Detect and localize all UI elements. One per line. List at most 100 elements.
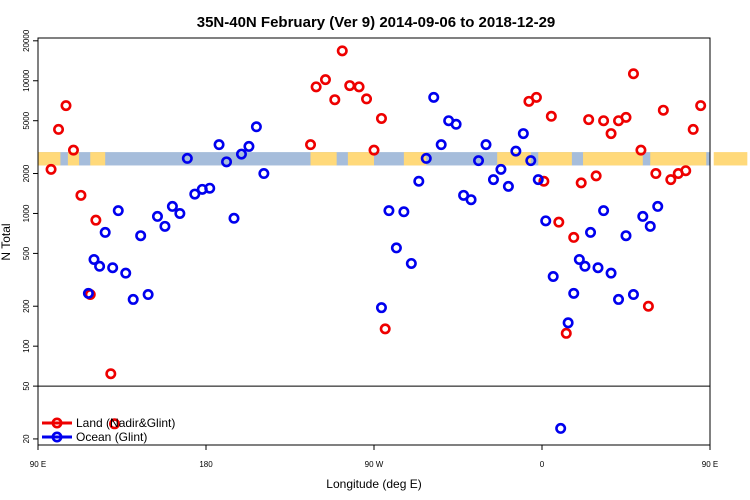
x-axis: 90 E 180 90 W 0 90 E — [30, 445, 718, 469]
land-point — [680, 165, 692, 177]
land-point — [568, 231, 580, 243]
legend-label-land: Land (Nadir&Glint) — [76, 416, 175, 430]
land-point — [329, 94, 341, 106]
band-land-segment — [403, 152, 427, 166]
land-point — [545, 110, 557, 122]
y-axis: 20 50 100 200 500 1000 2000 5000 10000 20000 — [22, 29, 38, 443]
ocean-point — [579, 260, 591, 272]
ocean-point — [189, 188, 201, 200]
y-axis-label: N Total — [0, 223, 13, 260]
ocean-point — [644, 220, 656, 232]
ocean-point — [562, 317, 574, 329]
ocean-point — [88, 253, 100, 265]
land-point — [605, 128, 617, 140]
y-tick-label: 2000 — [22, 164, 31, 182]
y-tick-label: 10000 — [22, 69, 31, 92]
land-point — [319, 74, 331, 86]
ocean-point — [450, 118, 462, 130]
ocean-point — [652, 200, 664, 212]
ocean-point — [573, 253, 585, 265]
ocean-point — [235, 148, 247, 160]
land-point — [635, 144, 647, 156]
ocean-point — [435, 139, 447, 151]
land-point — [310, 81, 322, 93]
land-point — [530, 91, 542, 103]
ocean-point — [605, 267, 617, 279]
ocean-point — [258, 168, 270, 180]
ocean-point — [532, 174, 544, 186]
ocean-point — [390, 242, 402, 254]
ocean-point — [383, 205, 395, 217]
legend: Land (Nadir&Glint) Ocean (Glint) — [42, 416, 175, 444]
y-tick-label: 50 — [22, 381, 31, 390]
land-point — [75, 189, 87, 201]
ocean-point — [213, 139, 225, 151]
ocean-point — [540, 215, 552, 227]
ocean-point — [473, 155, 485, 167]
ocean-point — [112, 205, 124, 217]
ocean-point — [135, 230, 147, 242]
land-point — [353, 81, 365, 93]
ocean-point — [181, 152, 193, 164]
chart-title: 35N-40N February (Ver 9) 2014-09-06 to 2… — [197, 14, 556, 31]
ocean-point — [174, 207, 186, 219]
x-axis-label: Longitude (deg E) — [326, 477, 421, 491]
land-point — [109, 418, 121, 430]
ocean-point — [568, 287, 580, 299]
y-tick-label: 200 — [22, 299, 31, 313]
legend-item-ocean: Ocean (Glint) — [42, 430, 147, 444]
land-point — [67, 144, 79, 156]
ocean-point — [228, 212, 240, 224]
legend-label-ocean: Ocean (Glint) — [76, 430, 147, 444]
ocean-point — [94, 260, 106, 272]
x-tick-label: 180 — [199, 460, 213, 469]
ocean-point — [428, 91, 440, 103]
land-point — [60, 100, 72, 112]
ocean-point — [250, 121, 262, 133]
ocean-point — [598, 205, 610, 217]
legend-item-land: Land (Nadir&Glint) — [42, 416, 175, 430]
y-tick-label: 20000 — [22, 29, 31, 52]
ocean-point — [151, 210, 163, 222]
band-land-segment — [38, 152, 61, 166]
ocean-point — [405, 257, 417, 269]
ocean-point — [592, 262, 604, 274]
band-land-segment — [538, 152, 572, 166]
ocean-point — [620, 230, 632, 242]
ocean-point — [555, 422, 567, 434]
y-tick-label: 5000 — [22, 111, 31, 129]
band-land-segment — [347, 152, 374, 166]
ocean-point — [204, 182, 216, 194]
land-point — [695, 100, 707, 112]
ocean-point — [495, 163, 507, 175]
ocean-point — [243, 140, 255, 152]
plot-frame — [37, 37, 711, 446]
ocean-point — [375, 302, 387, 314]
ocean-point — [159, 220, 171, 232]
land-point — [368, 144, 380, 156]
y-tick-label: 500 — [22, 246, 31, 260]
land-point — [553, 216, 565, 228]
land-point — [650, 168, 662, 180]
land-point — [336, 45, 348, 57]
ocean-point — [502, 180, 514, 192]
x-tick-label: 90 W — [365, 460, 384, 469]
y-tick-label: 1000 — [22, 204, 31, 222]
land-point — [590, 170, 602, 182]
ocean-point — [510, 145, 522, 157]
land-point — [305, 139, 317, 151]
ocean-point — [613, 293, 625, 305]
land-point — [361, 93, 373, 105]
ocean-point — [525, 155, 537, 167]
ocean-point — [547, 270, 559, 282]
ocean-point — [627, 289, 639, 301]
band-land-segment — [650, 152, 707, 166]
band-land-segment — [67, 152, 80, 166]
land-point — [642, 300, 654, 312]
ocean-point — [107, 262, 119, 274]
land-point — [90, 214, 102, 226]
ocean-point — [480, 139, 492, 151]
ocean-point — [127, 293, 139, 305]
y-tick-label: 20 — [22, 434, 31, 443]
